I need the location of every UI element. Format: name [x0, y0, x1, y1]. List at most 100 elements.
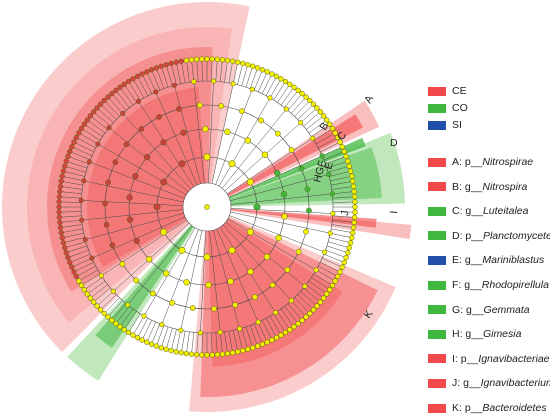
inner-branch: [227, 218, 317, 271]
tip-branch: [191, 59, 195, 82]
tip-branch: [111, 93, 127, 111]
tip-node: [134, 335, 141, 341]
tip-branch: [61, 228, 83, 233]
internal-node: [230, 81, 236, 87]
internal-node: [302, 283, 308, 289]
tip-node: [125, 78, 132, 85]
tip-branch: [241, 64, 249, 86]
tip-node: [65, 254, 71, 261]
tip-branch: [161, 66, 169, 88]
tip-node: [273, 335, 280, 341]
tip-node: [345, 158, 351, 164]
tip-node: [337, 139, 343, 145]
inner-branch: [216, 228, 259, 323]
tip-branch: [59, 201, 82, 203]
tip-node: [282, 78, 289, 85]
tip-node: [173, 349, 179, 355]
tip-node: [121, 327, 127, 333]
tip-branch: [232, 330, 239, 352]
tip-node: [324, 291, 330, 297]
tip-branch: [66, 245, 88, 253]
tip-node: [219, 351, 226, 357]
tip-node: [188, 57, 195, 63]
tip-branch: [67, 156, 89, 165]
tip-branch: [224, 331, 228, 354]
tip-branch: [265, 318, 277, 338]
inner-branch: [200, 230, 206, 333]
tip-branch: [249, 67, 258, 89]
tip-node: [310, 101, 317, 107]
tip-branch: [280, 87, 295, 106]
tip-branch: [201, 59, 203, 82]
internal-node: [203, 153, 211, 161]
tip-branch: [228, 331, 233, 353]
tip-node: [310, 307, 317, 313]
internal-node: [163, 270, 170, 277]
tip-node: [56, 199, 62, 205]
internal-node: [82, 237, 88, 243]
tip-branch: [196, 332, 199, 355]
tip-branch: [90, 284, 108, 299]
tip-branch: [330, 175, 352, 182]
tip-node: [339, 264, 345, 270]
tip-node: [57, 183, 64, 190]
tip-node: [351, 214, 358, 220]
tip-branch: [59, 211, 82, 213]
tip-branch: [262, 73, 273, 94]
inner-branch: [174, 85, 202, 184]
tip-branch: [269, 315, 282, 336]
tip-node: [63, 250, 69, 256]
tip-branch: [146, 322, 156, 343]
tip-node: [194, 351, 200, 358]
internal-node: [252, 294, 258, 300]
tip-branch: [322, 258, 343, 268]
tip-branch: [287, 93, 303, 111]
tip-node: [224, 57, 231, 64]
tip-node: [183, 350, 190, 357]
tip-node: [56, 194, 63, 200]
tip-branch: [128, 81, 141, 101]
tip-node: [254, 343, 261, 349]
tip-branch: [245, 66, 253, 88]
clade-highlight-b: [225, 114, 363, 198]
internal-node: [176, 106, 182, 112]
tip-branch: [59, 191, 82, 195]
inner-branch: [101, 219, 188, 276]
internal-node: [103, 221, 110, 228]
tip-branch: [253, 69, 263, 91]
tip-node: [59, 173, 65, 179]
tip-branch: [87, 280, 106, 295]
tip-branch: [161, 326, 169, 348]
tip-branch: [322, 146, 343, 156]
tip-branch: [76, 265, 96, 277]
tip-node: [90, 299, 97, 305]
tip-node: [178, 350, 184, 356]
tip-branch: [119, 87, 134, 106]
tip-node: [67, 259, 73, 266]
internal-node: [247, 268, 254, 275]
tip-node: [56, 204, 62, 210]
inner-branch: [108, 127, 189, 193]
tip-branch: [215, 59, 218, 82]
tip-branch: [81, 128, 101, 141]
tip-branch: [300, 107, 318, 123]
tip-node: [287, 327, 293, 333]
clade-highlight-k-outer: [189, 215, 396, 412]
tip-branch: [306, 115, 324, 130]
internal-node: [197, 330, 203, 336]
tip-node: [320, 295, 327, 301]
tip-branch: [96, 291, 114, 307]
inner-branch: [215, 89, 253, 185]
tip-node: [60, 240, 67, 246]
tip-branch: [93, 287, 111, 303]
tip-branch: [329, 170, 351, 177]
tip-branch: [326, 161, 348, 169]
tip-branch: [81, 273, 101, 286]
internal-node: [119, 261, 126, 267]
tip-node: [349, 173, 355, 179]
internal-node: [218, 103, 225, 109]
tip-node: [351, 219, 357, 226]
tip-branch: [151, 323, 161, 345]
internal-node: [303, 228, 309, 235]
internal-node: [159, 322, 165, 328]
